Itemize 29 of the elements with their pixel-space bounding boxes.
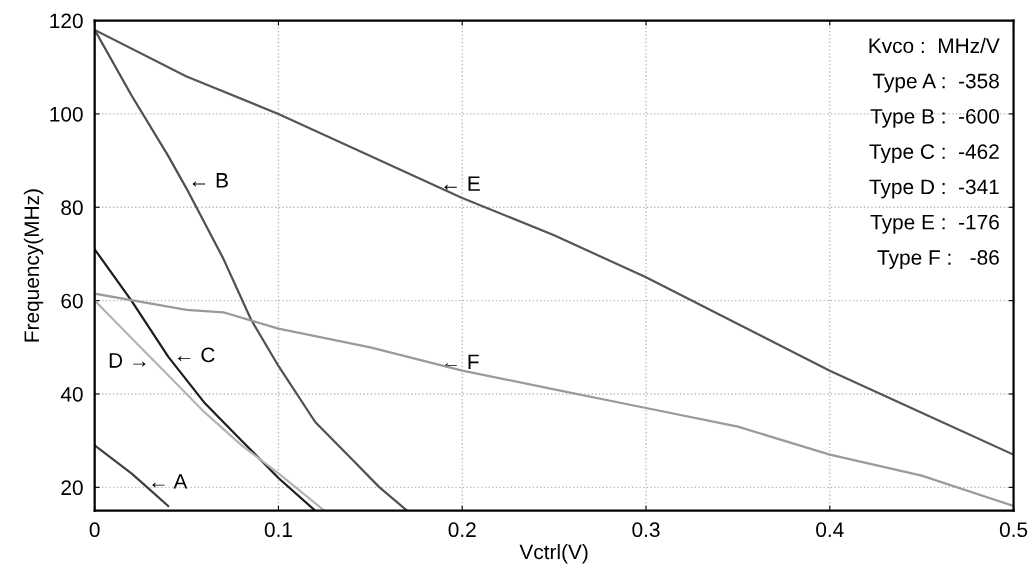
y-axis-title: Frequency(MHz): [23, 189, 44, 342]
annotation: Type A : -358: [872, 73, 999, 93]
y-tick-label: 20: [61, 480, 83, 496]
y-tick-label: 120: [50, 13, 83, 29]
annotation: D →: [109, 353, 146, 368]
line-series: [94, 444, 170, 508]
annotation: Type D : -341: [869, 179, 999, 199]
y-tick-label: 80: [61, 200, 83, 216]
x-tick-label: 0.5: [999, 522, 1028, 538]
y-tick-label: 100: [50, 106, 83, 122]
annotation: ← A: [152, 474, 188, 489]
annotation: ← E: [444, 176, 480, 191]
annotation: Type F : -86: [877, 250, 999, 269]
line-series: [94, 248, 317, 511]
line-series: [94, 292, 1014, 508]
x-tick-label: 0: [89, 522, 100, 538]
x-tick-label: 0.4: [816, 522, 844, 538]
annotation: Type E : -176: [870, 214, 999, 234]
x-axis-title: Vctrl(V): [519, 544, 588, 564]
annotation: ← B: [192, 173, 228, 188]
annotation: Type C : -462: [869, 144, 999, 164]
y-tick-label: 60: [61, 293, 83, 309]
x-tick-label: 0.2: [448, 522, 476, 538]
annotation: Kvco : MHz/V: [869, 37, 1000, 54]
annotation: Type B : -600: [870, 108, 999, 128]
annotation: ← C: [177, 347, 215, 363]
x-tick-label: 0.3: [632, 522, 660, 538]
x-tick-label: 0.1: [264, 522, 292, 538]
y-tick-label: 40: [60, 386, 83, 402]
